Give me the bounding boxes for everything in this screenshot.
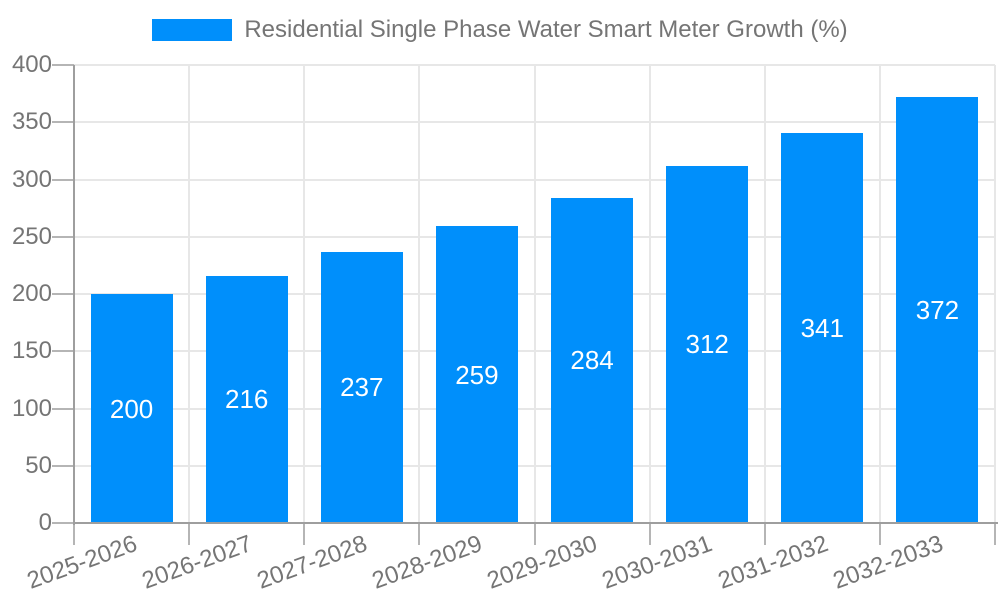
bar-2027-2028[interactable] xyxy=(320,251,403,522)
x-gridline xyxy=(649,65,651,523)
x-tick-mark xyxy=(534,523,536,545)
y-axis-tick-label: 300 xyxy=(11,166,52,193)
bar-2032-2033[interactable] xyxy=(896,97,979,522)
x-gridline xyxy=(303,65,305,523)
y-tick-mark xyxy=(52,179,74,181)
y-axis-tick-label: 0 xyxy=(38,509,52,536)
y-tick-mark xyxy=(52,408,74,410)
x-gridline xyxy=(994,65,996,523)
x-gridline xyxy=(418,65,420,523)
y-tick-mark xyxy=(52,121,74,123)
y-tick-mark xyxy=(52,64,74,66)
y-axis-tick-label: 250 xyxy=(11,223,52,250)
x-tick-mark xyxy=(418,523,420,545)
y-tick-mark xyxy=(52,236,74,238)
x-tick-mark xyxy=(649,523,651,545)
bar-value-label: 372 xyxy=(915,295,960,325)
y-axis-tick-label: 100 xyxy=(11,395,52,422)
x-tick-mark xyxy=(303,523,305,545)
bar-value-label: 237 xyxy=(340,372,384,403)
y-axis-tick-label: 200 xyxy=(11,280,52,307)
y-tick-mark xyxy=(52,522,74,524)
bar-value-label: 341 xyxy=(800,312,844,343)
legend-swatch xyxy=(152,19,233,41)
y-axis-line xyxy=(73,65,75,525)
bar-2029-2030[interactable] xyxy=(551,197,634,522)
x-tick-mark xyxy=(764,523,766,545)
x-axis-tick-label: 2032-2033 xyxy=(829,530,947,595)
x-axis-tick-label: 2028-2029 xyxy=(368,530,486,595)
x-tick-mark xyxy=(879,523,881,545)
x-axis-tick-label: 2027-2028 xyxy=(253,530,371,595)
bar-value-label: 200 xyxy=(109,393,154,424)
x-axis-line xyxy=(73,522,998,524)
bar-value-label: 259 xyxy=(455,359,499,390)
y-axis-tick-label: 350 xyxy=(11,108,52,135)
x-axis-tick-label: 2025-2026 xyxy=(23,530,141,595)
bar-2026-2027[interactable] xyxy=(205,275,288,522)
y-tick-mark xyxy=(52,465,74,467)
bar-value-label: 216 xyxy=(224,384,269,415)
x-axis-tick-label: 2030-2031 xyxy=(599,530,717,595)
y-axis-tick-label: 50 xyxy=(25,452,52,479)
bar-value-label: 284 xyxy=(570,345,614,376)
legend-label: Residential Single Phase Water Smart Met… xyxy=(244,16,848,43)
x-gridline xyxy=(879,65,881,523)
x-gridline xyxy=(188,65,190,523)
x-tick-mark xyxy=(73,523,75,545)
bar-2030-2031[interactable] xyxy=(666,165,749,522)
x-gridline xyxy=(764,65,766,523)
y-tick-mark xyxy=(52,293,74,295)
x-tick-mark xyxy=(994,523,996,545)
legend[interactable]: Residential Single Phase Water Smart Met… xyxy=(0,14,1000,46)
x-axis-tick-label: 2026-2027 xyxy=(138,530,256,595)
x-axis-tick-label: 2029-2030 xyxy=(483,530,602,595)
x-gridline xyxy=(534,65,536,523)
y-axis-tick-label: 150 xyxy=(11,337,52,364)
bar-2028-2029[interactable] xyxy=(435,226,518,522)
x-axis-tick-label: 2031-2032 xyxy=(714,530,832,595)
bar-value-label: 312 xyxy=(685,329,729,360)
y-tick-mark xyxy=(52,350,74,352)
x-tick-mark xyxy=(188,523,190,545)
y-axis-tick-label: 400 xyxy=(11,51,52,78)
bar-2031-2032[interactable] xyxy=(781,132,864,522)
bar-2025-2026[interactable] xyxy=(90,294,173,522)
